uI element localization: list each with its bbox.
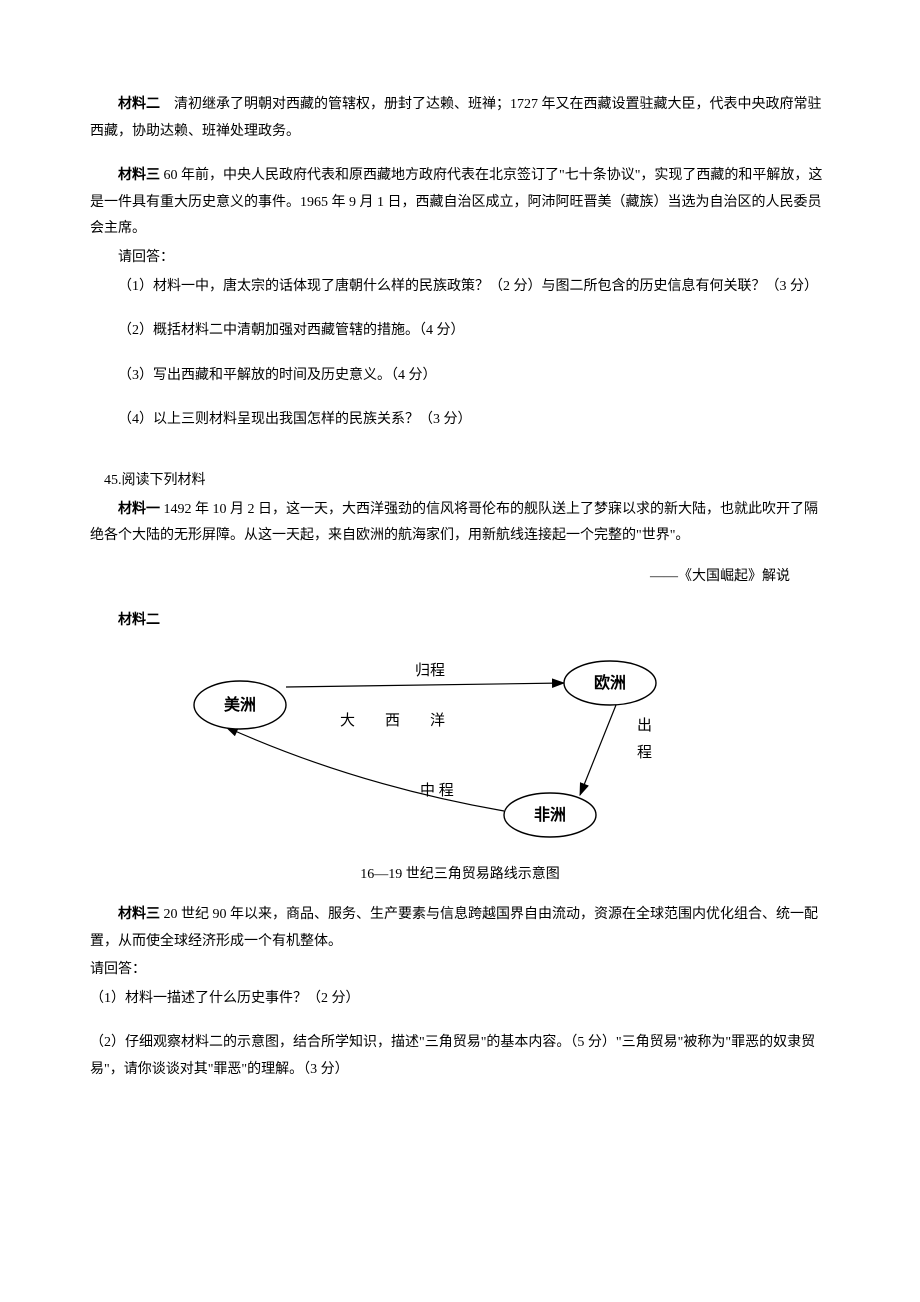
triangle-trade-svg: 美洲 欧洲非洲 归程大 西 洋 出程中 程 bbox=[150, 645, 710, 845]
material-3-para: 材料三 60 年前，中央人民政府代表和原西藏地方政府代表在北京签订了"七十条协议… bbox=[90, 163, 830, 243]
b-answer-label: 请回答： bbox=[90, 957, 830, 984]
b-material-3-label: 材料三 bbox=[118, 907, 160, 922]
b-material-1-source: ——《大国崛起》解说 bbox=[90, 564, 830, 591]
b-material-1-text: 1492 年 10 月 2 日，这一天，大西洋强劲的信风将哥伦布的舰队送上了梦寐… bbox=[90, 502, 818, 544]
question-45-header: 45.阅读下列材料 bbox=[90, 468, 830, 495]
svg-text:中 程: 中 程 bbox=[420, 782, 454, 799]
b-question-2: （2）仔细观察材料二的示意图，结合所学知识，描述"三角贸易"的基本内容。（5 分… bbox=[90, 1030, 830, 1083]
svg-text:程: 程 bbox=[637, 744, 652, 761]
question-3: （3）写出西藏和平解放的时间及历史意义。（4 分） bbox=[90, 363, 830, 390]
b-material-1-label: 材料一 bbox=[118, 502, 160, 517]
material-3-text: 60 年前，中央人民政府代表和原西藏地方政府代表在北京签订了"七十条协议"，实现… bbox=[90, 168, 822, 236]
svg-text:非洲: 非洲 bbox=[534, 805, 566, 824]
svg-text:大 西 洋: 大 西 洋 bbox=[340, 712, 445, 729]
question-2: （2）概括材料二中清朝加强对西藏管辖的措施。（4 分） bbox=[90, 318, 830, 345]
material-3-label: 材料三 bbox=[118, 168, 160, 183]
b-material-2-label-line: 材料二 bbox=[90, 608, 830, 635]
answer-label: 请回答： bbox=[90, 245, 830, 272]
material-2-label: 材料二 bbox=[118, 97, 160, 112]
b-question-1: （1）材料一描述了什么历史事件？（2 分） bbox=[90, 986, 830, 1013]
section-b-material-1: 材料一 1492 年 10 月 2 日，这一天，大西洋强劲的信风将哥伦布的舰队送… bbox=[90, 497, 830, 591]
section-b-material-3: 材料三 20 世纪 90 年以来，商品、服务、生产要素与信息跨越国界自由流动，资… bbox=[90, 902, 830, 1084]
svg-text:出: 出 bbox=[637, 717, 652, 734]
b-material-3-text: 20 世纪 90 年以来，商品、服务、生产要素与信息跨越国界自由流动，资源在全球… bbox=[90, 907, 818, 949]
material-2-para: 材料二 清初继承了明朝对西藏的管辖权，册封了达赖、班禅；1727 年又在西藏设置… bbox=[90, 92, 830, 145]
section-material-2: 材料二 清初继承了明朝对西藏的管辖权，册封了达赖、班禅；1727 年又在西藏设置… bbox=[90, 92, 830, 145]
svg-text:归程: 归程 bbox=[415, 662, 445, 679]
diagram-caption: 16—19 世纪三角贸易路线示意图 bbox=[90, 862, 830, 889]
section-material-3: 材料三 60 年前，中央人民政府代表和原西藏地方政府代表在北京签订了"七十条协议… bbox=[90, 163, 830, 434]
triangle-trade-diagram: 美洲 欧洲非洲 归程大 西 洋 出程中 程 bbox=[150, 645, 830, 856]
b-material-3-para: 材料三 20 世纪 90 年以来，商品、服务、生产要素与信息跨越国界自由流动，资… bbox=[90, 902, 830, 955]
material-2-text: 清初继承了明朝对西藏的管辖权，册封了达赖、班禅；1727 年又在西藏设置驻藏大臣… bbox=[90, 97, 822, 139]
question-4: （4）以上三则材料呈现出我国怎样的民族关系？（3 分） bbox=[90, 407, 830, 434]
svg-text:美洲: 美洲 bbox=[224, 695, 256, 714]
question-1: （1）材料一中，唐太宗的话体现了唐朝什么样的民族政策？（2 分）与图二所包含的历… bbox=[90, 274, 830, 301]
svg-text:欧洲: 欧洲 bbox=[594, 673, 626, 692]
b-material-2-label: 材料二 bbox=[118, 613, 160, 628]
b-material-1-para: 材料一 1492 年 10 月 2 日，这一天，大西洋强劲的信风将哥伦布的舰队送… bbox=[90, 497, 830, 550]
